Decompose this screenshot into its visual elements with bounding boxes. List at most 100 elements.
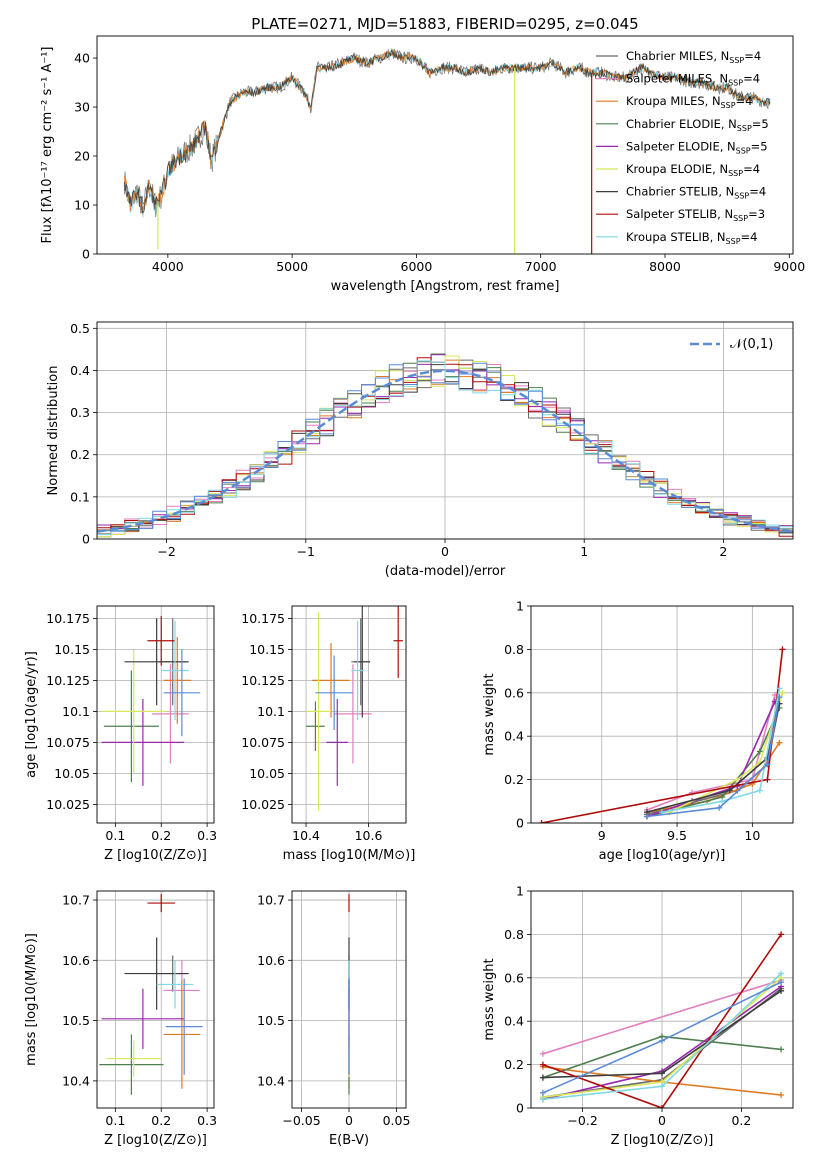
mass-weight-marker: [659, 1070, 665, 1077]
mass-weight-marker: [539, 1061, 546, 1068]
mass-weight-marker: [764, 776, 771, 783]
plot-area: [101, 615, 201, 786]
mass-weight-marker: [779, 689, 786, 696]
x-tick-label: 0.2: [731, 1113, 751, 1128]
y-tick-label: 10: [74, 198, 90, 213]
mass-weight-marker: [764, 761, 771, 768]
axes-frame: [530, 890, 794, 1109]
y-tick-label: 0.5: [70, 321, 90, 336]
y-axis-label: mass [log10(M/M⊙)]: [24, 933, 39, 1066]
y-tick-label: 10.4: [62, 1073, 90, 1088]
legend-label: Salpeter MILES, NSSP=4: [626, 72, 760, 88]
y-tick-label: 10.175: [241, 611, 285, 626]
panel-spectrum: 4000 5000 6000 7000 8000 9000 0 10 20 30 40 wavelen…: [40, 35, 805, 294]
mass-weight-marker: [756, 748, 763, 755]
y-tick-label: 10.6: [257, 953, 285, 968]
y-tick-label: 30: [74, 100, 90, 115]
x-tick-label: 0.2: [151, 828, 171, 843]
y-tick-label: 10.025: [241, 797, 285, 812]
x-tick-label: 0.1: [105, 828, 125, 843]
x-axis-label: mass [log10(M/M⊙)]: [283, 848, 416, 863]
y-tick-label: 0.1: [70, 489, 90, 504]
panel-mass-vs-Z: 0.1 0.2 0.3 10.4 10.5 10.6 10.7 Z [log10(Z/Z⊙)]…: [24, 890, 217, 1148]
x-axis-label: Z [log10(Z/Z⊙)]: [611, 1133, 714, 1148]
y-axis-label: age [log10(age/yr)]: [24, 651, 39, 778]
mass-weight-marker: [538, 820, 545, 823]
mass-weight-marker: [539, 1074, 546, 1081]
y-tick-label: 10.7: [62, 893, 90, 908]
x-tick-label: 0: [441, 544, 449, 559]
x-tick-label: 0.1: [105, 1113, 125, 1128]
y-tick-label: 10.075: [46, 735, 90, 750]
x-axis-label: wavelength [Angstrom, rest frame]: [331, 279, 560, 294]
mass-weight-marker: [778, 1091, 785, 1098]
mass-weight-marker: [756, 787, 763, 794]
mass-weight-marker: [776, 694, 783, 701]
legend-label: Kroupa MILES, NSSP=4: [626, 94, 752, 110]
mass-weight-marker: [778, 931, 785, 938]
y-tick-label: 0.2: [70, 447, 90, 462]
y-tick-label: 0.8: [504, 642, 524, 657]
plot-area: [306, 606, 403, 811]
x-tick-label: 6000: [401, 259, 433, 274]
y-tick-label: 1: [516, 599, 524, 614]
mass-weight-marker: [539, 1096, 546, 1103]
y-tick-label: 10.5: [62, 1013, 90, 1028]
y-tick-label: 10.4: [257, 1073, 285, 1088]
y-tick-label: 1: [516, 884, 524, 899]
mass-weight-marker: [539, 1050, 546, 1057]
x-tick-label: 10: [744, 828, 760, 843]
x-tick-label: −0.05: [282, 1113, 320, 1128]
panel-residuals: −2 −1 0 1 2 0 0.1 0.2 0.3 0.4 0.5 (data-model)/erro…: [46, 321, 794, 579]
figure-title: PLATE=0271, MJD=51883, FIBERID=0295, z=0…: [251, 15, 638, 33]
mass-weight-marker: [716, 804, 723, 811]
x-axis-label: Z [log10(Z/Z⊙)]: [104, 1133, 207, 1148]
mass-weight-marker: [659, 1083, 665, 1090]
y-tick-label: 10.125: [46, 673, 90, 688]
legend-label: Kroupa ELODIE, NSSP=4: [626, 162, 760, 178]
mass-weight-marker: [778, 979, 785, 986]
x-tick-label: 0: [345, 1113, 353, 1128]
axes-frame: [291, 890, 407, 1109]
panel-mass-weight-vs-age: 9 9.5 10 0 0.2 0.4 0.6 0.8 1 age [log10(age/yr)] m…: [482, 599, 794, 863]
x-tick-label: 9.5: [667, 828, 687, 843]
panel-mass-vs-ebv: −0.05 0 0.05 10.4 10.5 10.6 10.7 E(B-V): [257, 890, 411, 1148]
panel-age-vs-mass: 10.4 10.6 10.025 10.05 10.075 10.1 10.125 10.15…: [241, 605, 416, 863]
x-tick-label: 0.2: [151, 1113, 171, 1128]
y-axis-label: Flux [fλ10⁻¹⁷ erg cm⁻² s⁻¹ A⁻¹]: [40, 47, 55, 244]
axes-frame: [96, 605, 215, 824]
x-tick-label: 0: [658, 1113, 666, 1128]
y-tick-label: 0.4: [70, 363, 90, 378]
y-tick-label: 10.05: [249, 766, 285, 781]
mass-weight-line: [542, 933, 782, 1108]
x-tick-label: −1: [297, 544, 315, 559]
mass-weight-line: [661, 688, 781, 813]
panel-age-vs-Z: 0.1 0.2 0.3 10.025 10.05 10.075 10.1 10.125 10.1…: [24, 605, 217, 863]
axes-frame: [96, 890, 215, 1109]
mass-weight-marker: [726, 787, 733, 794]
mass-weight-marker: [659, 1105, 665, 1108]
y-tick-label: 0: [516, 1101, 524, 1116]
y-tick-label: 0: [516, 816, 524, 831]
mass-weight-marker: [734, 776, 741, 783]
x-tick-label: 0.05: [383, 1113, 411, 1128]
mass-weight-marker: [779, 646, 786, 653]
legend-label: Salpeter ELODIE, NSSP=5: [626, 139, 768, 155]
spectrum-line-chabrier-stelib: [123, 50, 771, 214]
x-tick-label: 2: [719, 544, 727, 559]
mass-weight-marker: [643, 813, 650, 820]
legend-label: Chabrier MILES, NSSP=4: [626, 49, 761, 65]
y-tick-label: 10.15: [249, 642, 285, 657]
x-tick-label: 9000: [773, 259, 805, 274]
x-tick-label: 0.3: [197, 828, 217, 843]
y-tick-label: 0: [82, 247, 90, 262]
y-tick-label: 10.175: [46, 611, 90, 626]
legend-label: Kroupa STELIB, NSSP=4: [626, 230, 757, 246]
mass-weight-line: [646, 703, 781, 813]
x-tick-label: 1: [580, 544, 588, 559]
mass-weight-marker: [719, 798, 726, 805]
x-axis-label: E(B-V): [329, 1133, 369, 1148]
legend: Chabrier MILES, NSSP=4 Salpeter MILES, NS…: [596, 49, 769, 246]
mass-weight-marker: [776, 739, 783, 746]
